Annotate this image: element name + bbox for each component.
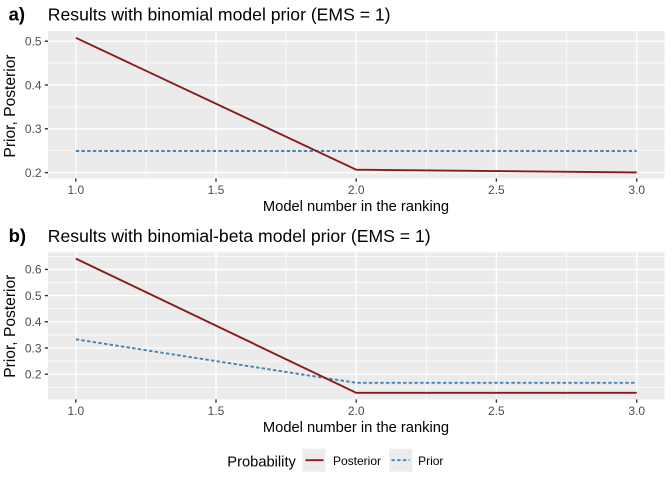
svg-text:2.0: 2.0 bbox=[348, 404, 365, 418]
svg-text:Results with binomial-beta mod: Results with binomial-beta model prior (… bbox=[48, 226, 431, 246]
svg-text:2.0: 2.0 bbox=[348, 183, 365, 197]
svg-text:a): a) bbox=[9, 4, 25, 25]
svg-text:Prior: Prior bbox=[418, 454, 443, 468]
svg-text:b): b) bbox=[9, 225, 26, 246]
svg-text:Results with binomial model pr: Results with binomial model prior (EMS =… bbox=[48, 5, 391, 25]
svg-text:1.5: 1.5 bbox=[208, 404, 225, 418]
svg-text:Model number in the ranking: Model number in the ranking bbox=[263, 199, 449, 215]
svg-text:0.6: 0.6 bbox=[25, 263, 42, 277]
svg-text:1.5: 1.5 bbox=[208, 183, 225, 197]
svg-text:1.0: 1.0 bbox=[67, 183, 84, 197]
svg-text:0.4: 0.4 bbox=[25, 315, 42, 329]
svg-text:Prior, Posterior: Prior, Posterior bbox=[2, 54, 19, 157]
svg-text:0.3: 0.3 bbox=[25, 122, 42, 136]
svg-text:2.5: 2.5 bbox=[488, 183, 505, 197]
svg-text:0.5: 0.5 bbox=[25, 289, 42, 303]
svg-text:2.5: 2.5 bbox=[488, 404, 505, 418]
svg-text:Model number in the ranking: Model number in the ranking bbox=[263, 420, 449, 436]
svg-text:0.4: 0.4 bbox=[25, 78, 42, 92]
svg-text:3.0: 3.0 bbox=[628, 183, 645, 197]
svg-text:0.5: 0.5 bbox=[25, 35, 42, 49]
svg-text:Probability: Probability bbox=[227, 454, 296, 470]
svg-text:0.3: 0.3 bbox=[25, 341, 42, 355]
svg-text:3.0: 3.0 bbox=[628, 404, 645, 418]
svg-text:0.2: 0.2 bbox=[25, 166, 42, 180]
svg-text:Posterior: Posterior bbox=[333, 454, 381, 468]
svg-text:1.0: 1.0 bbox=[67, 404, 84, 418]
svg-text:Prior, Posterior: Prior, Posterior bbox=[2, 275, 19, 378]
svg-text:0.2: 0.2 bbox=[25, 368, 42, 382]
